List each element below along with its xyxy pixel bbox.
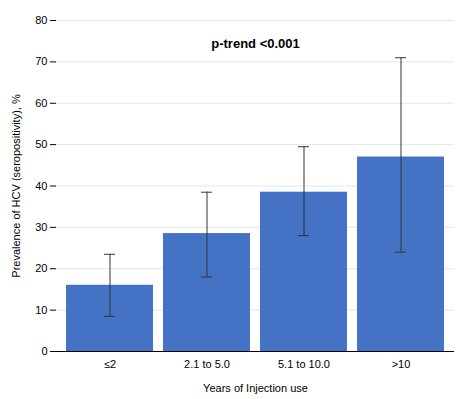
svg-text:10: 10	[35, 304, 47, 316]
svg-text:50: 50	[35, 138, 47, 150]
svg-text:2.1 to 5.0: 2.1 to 5.0	[184, 358, 230, 370]
svg-text:5.1 to 10.0: 5.1 to 10.0	[278, 358, 330, 370]
svg-text:80: 80	[35, 14, 47, 26]
svg-text:40: 40	[35, 180, 47, 192]
svg-text:30: 30	[35, 221, 47, 233]
svg-text:60: 60	[35, 97, 47, 109]
svg-text:≤2: ≤2	[104, 358, 116, 370]
svg-text:Years of Injection use: Years of Injection use	[203, 382, 308, 394]
svg-text:Prevalence of HCV (seropositiv: Prevalence of HCV (seropositivity), %	[10, 94, 22, 278]
svg-text:20: 20	[35, 262, 47, 274]
svg-text:0: 0	[41, 345, 47, 357]
svg-text:p-trend <0.001: p-trend <0.001	[211, 36, 300, 51]
svg-text:70: 70	[35, 55, 47, 67]
svg-text:>10: >10	[392, 358, 411, 370]
